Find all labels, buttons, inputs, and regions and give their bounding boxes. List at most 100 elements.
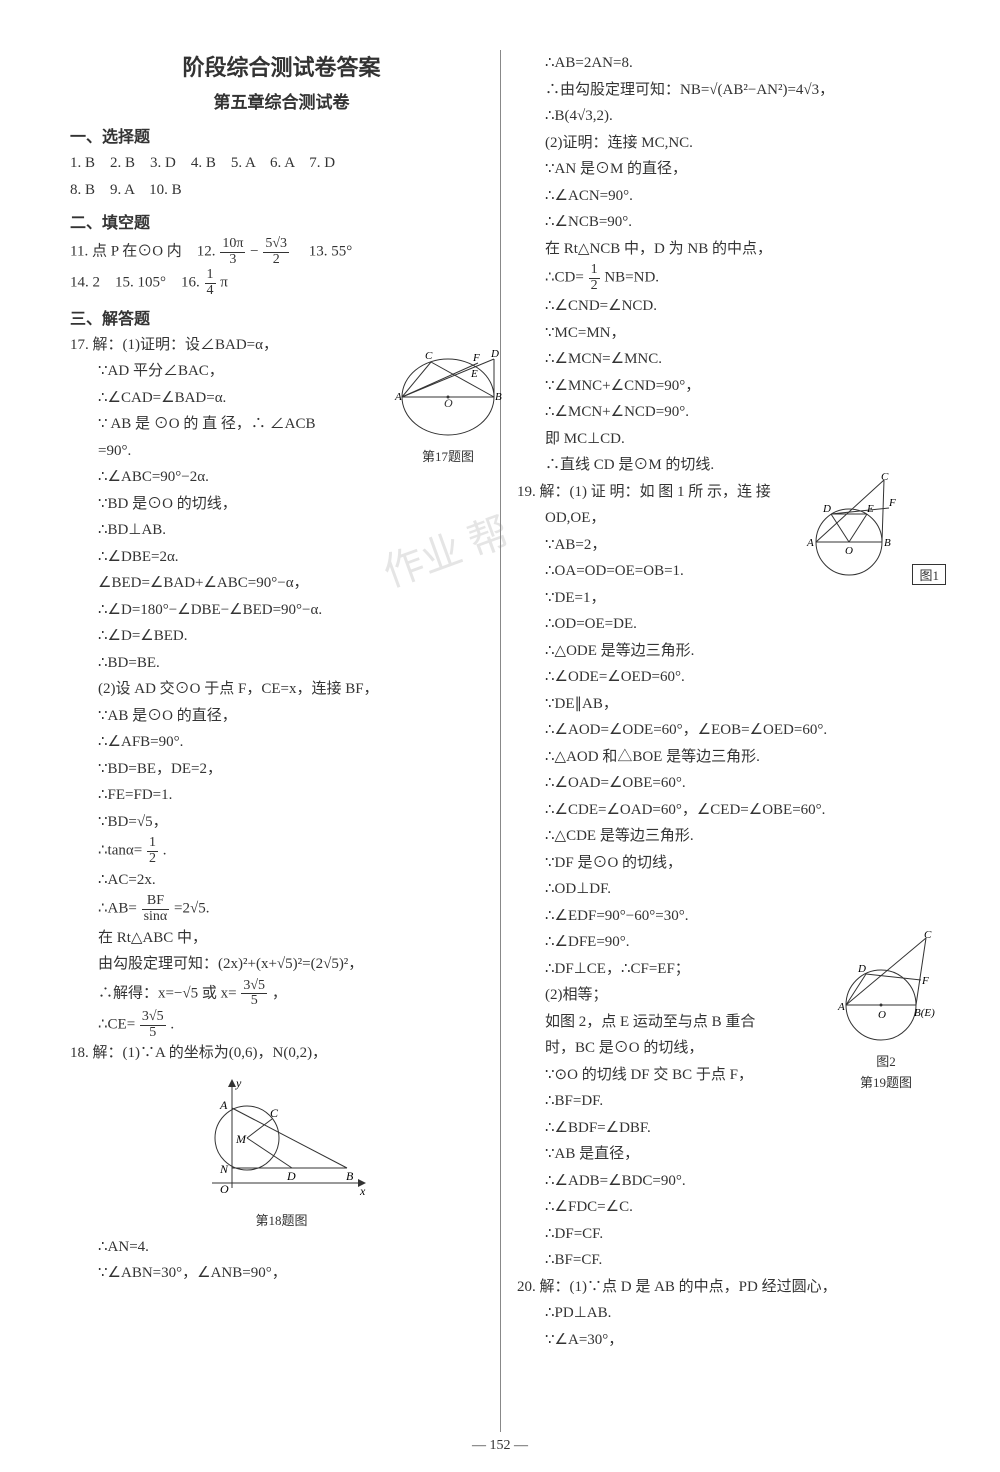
mc-row-2: 8. B 9. A 10. B bbox=[70, 178, 493, 204]
r-l14: 即 MC⊥CD. bbox=[517, 427, 940, 453]
r-l10: ∵MC=MN， bbox=[517, 321, 940, 347]
q20-l0: 20. 解：(1)∵点 D 是 AB 的中点，PD 经过圆心， bbox=[517, 1275, 940, 1301]
r-l11: ∴∠MCN=∠MNC. bbox=[517, 347, 940, 373]
r-l3: (2)证明：连接 MC,NC. bbox=[517, 131, 940, 157]
q19-l7: ∵DE∥AB， bbox=[517, 692, 940, 718]
q19-l28: ∴BF=CF. bbox=[517, 1248, 940, 1274]
page-content: 阶段综合测试卷答案 第五章综合测试卷 一、选择题 1. B 2. B 3. D … bbox=[70, 50, 940, 1354]
q19-l24: ∵AB 是直径， bbox=[517, 1142, 940, 1168]
svg-text:x: x bbox=[359, 1184, 366, 1198]
page-number: — 152 — bbox=[0, 1438, 1000, 1454]
q19-l10: ∴∠OAD=∠OBE=60°. bbox=[517, 771, 940, 797]
q19-l3: ∵DE=1， bbox=[517, 586, 940, 612]
frac-16: 14 bbox=[205, 268, 216, 298]
q19-l0b: OD,OE， bbox=[517, 506, 940, 532]
q17-l14: ∴∠AFB=90°. bbox=[70, 730, 493, 756]
q17-l19: ∴AC=2x. bbox=[70, 868, 493, 894]
q17-l15: ∵BD=BE，DE=2， bbox=[70, 757, 493, 783]
r-l4: ∵AN 是⊙M 的直径， bbox=[517, 157, 940, 183]
page-title: 阶段综合测试卷答案 bbox=[70, 50, 493, 82]
q17-l24: ∴CE= 3√55 . bbox=[70, 1010, 493, 1040]
q19-l26: ∴∠FDC=∠C. bbox=[517, 1195, 940, 1221]
left-column: 阶段综合测试卷答案 第五章综合测试卷 一、选择题 1. B 2. B 3. D … bbox=[70, 50, 493, 1354]
svg-text:C: C bbox=[270, 1106, 279, 1120]
figure-18-caption: 第18题图 bbox=[70, 1210, 493, 1229]
svg-text:M: M bbox=[235, 1132, 247, 1146]
q17-l3b: =90°. bbox=[70, 439, 493, 465]
frac-ce: 3√55 bbox=[140, 1010, 166, 1040]
q11-text-b: 13. 55° bbox=[294, 244, 353, 260]
figure-18-svg: A C M N D B O x y bbox=[192, 1073, 372, 1203]
q19-l20: 时，BC 是⊙O 的切线， bbox=[517, 1036, 940, 1062]
q17-l3: ∵ AB 是 ⊙O 的 直 径，∴ ∠ACB bbox=[70, 412, 493, 438]
section-solve-heading: 三、解答题 bbox=[70, 305, 493, 329]
q19-l14: ∴OD⊥DF. bbox=[517, 877, 940, 903]
q17-l5: ∵BD 是⊙O 的切线， bbox=[70, 492, 493, 518]
r-l0: ∴AB=2AN=8. bbox=[517, 51, 940, 77]
q17-l9: ∴∠D=180°−∠DBE−∠BED=90°−α. bbox=[70, 598, 493, 624]
q19-l21: ∵⊙O 的切线 DF 交 BC 于点 F， bbox=[517, 1063, 940, 1089]
q19-l27: ∴DF=CF. bbox=[517, 1222, 940, 1248]
r-l6: ∴∠NCB=90°. bbox=[517, 210, 940, 236]
q19-l25: ∴∠ADB=∠BDC=90°. bbox=[517, 1169, 940, 1195]
q14-text-b: π bbox=[220, 275, 228, 291]
svg-text:B: B bbox=[346, 1169, 354, 1183]
r-l8: ∴CD= 12 NB=ND. bbox=[517, 263, 940, 293]
q20-l2: ∵∠A=30°， bbox=[517, 1328, 940, 1354]
frac-12a: 10π3 bbox=[220, 237, 245, 267]
q19-l9: ∴△AOD 和△BOE 是等边三角形. bbox=[517, 745, 940, 771]
q19-l23: ∴∠BDF=∠DBF. bbox=[517, 1116, 940, 1142]
r-l2: ∴B(4√3,2). bbox=[517, 104, 940, 130]
q17-l8: ∠BED=∠BAD+∠ABC=90°−α， bbox=[70, 571, 493, 597]
right-column: A B C D E F O 图1 A B(E) C bbox=[517, 50, 940, 1354]
q17-l12: (2)设 AD 交⊙O 于点 F，CE=x，连接 BF， bbox=[70, 677, 493, 703]
section-fill-heading: 二、填空题 bbox=[70, 209, 493, 233]
r-l13: ∴∠MCN+∠NCD=90°. bbox=[517, 400, 940, 426]
svg-text:O: O bbox=[220, 1182, 229, 1196]
q18-l1: ∴AN=4. bbox=[70, 1235, 493, 1261]
q19-l19: 如图 2，点 E 运动至与点 B 重合 bbox=[517, 1010, 940, 1036]
q17-l7: ∴∠DBE=2α. bbox=[70, 545, 493, 571]
q17-l17: ∵BD=√5， bbox=[70, 810, 493, 836]
figure-18: A C M N D B O x y 第18题图 bbox=[70, 1073, 493, 1229]
svg-text:N: N bbox=[219, 1162, 229, 1176]
q19-l6: ∴∠ODE=∠OED=60°. bbox=[517, 665, 940, 691]
q19-l2: ∴OA=OD=OE=OB=1. bbox=[517, 559, 940, 585]
q19-l22: ∴BF=DF. bbox=[517, 1089, 940, 1115]
frac-cd: 12 bbox=[589, 263, 600, 293]
q17-l11: ∴BD=BE. bbox=[70, 651, 493, 677]
frac-bf: BFsinα bbox=[142, 894, 170, 924]
q17-l21: 在 Rt△ABC 中， bbox=[70, 926, 493, 952]
r-l7: 在 Rt△NCB 中，D 为 NB 的中点， bbox=[517, 237, 940, 263]
q17-l23: ∴解得：x=−√5 或 x= 3√55 ， bbox=[70, 979, 493, 1009]
q17-l22: 由勾股定理可知：(2x)²+(x+√5)²=(2√5)²， bbox=[70, 952, 493, 978]
column-divider bbox=[500, 50, 501, 1432]
q19-l1: ∵AB=2， bbox=[517, 533, 940, 559]
r-l12: ∵∠MNC+∠CND=90°， bbox=[517, 374, 940, 400]
section-mc-heading: 一、选择题 bbox=[70, 123, 493, 147]
q17-l18: ∴tanα= 12 . bbox=[70, 836, 493, 866]
q17-l2: ∴∠CAD=∠BAD=α. bbox=[70, 386, 493, 412]
q17-l0: 17. 解：(1)证明：设∠BAD=α， bbox=[70, 333, 493, 359]
r-l9: ∴∠CND=∠NCD. bbox=[517, 294, 940, 320]
frac-sol: 3√55 bbox=[241, 979, 267, 1009]
q17-l4: ∴∠ABC=90°−2α. bbox=[70, 465, 493, 491]
svg-text:y: y bbox=[235, 1076, 242, 1090]
q19-l5: ∴△ODE 是等边三角形. bbox=[517, 639, 940, 665]
q17-l6: ∴BD⊥AB. bbox=[70, 518, 493, 544]
q19-l18: (2)相等； bbox=[517, 983, 940, 1009]
q19-l13: ∵DF 是⊙O 的切线， bbox=[517, 851, 940, 877]
q17-l10: ∴∠D=∠BED. bbox=[70, 624, 493, 650]
q11-text-a: 11. 点 P 在⊙O 内 12. bbox=[70, 244, 219, 260]
q19-l12: ∴△CDE 是等边三角形. bbox=[517, 824, 940, 850]
q19-l15: ∴∠EDF=90°−60°=30°. bbox=[517, 904, 940, 930]
fill-q11: 11. 点 P 在⊙O 内 12. 10π3 − 5√32 13. 55° bbox=[70, 237, 493, 267]
q19-l8: ∴∠AOD=∠ODE=60°，∠EOB=∠OED=60°. bbox=[517, 718, 940, 744]
svg-text:D: D bbox=[286, 1169, 296, 1183]
q18-l0: 18. 解：(1)∵A 的坐标为(0,6)，N(0,2)， bbox=[70, 1041, 493, 1067]
q17-l13: ∵AB 是⊙O 的直径， bbox=[70, 704, 493, 730]
svg-text:A: A bbox=[219, 1098, 228, 1112]
svg-text:B: B bbox=[495, 391, 502, 403]
q18-l2: ∵∠ABN=30°，∠ANB=90°， bbox=[70, 1261, 493, 1287]
q19-l4: ∴OD=OE=DE. bbox=[517, 612, 940, 638]
